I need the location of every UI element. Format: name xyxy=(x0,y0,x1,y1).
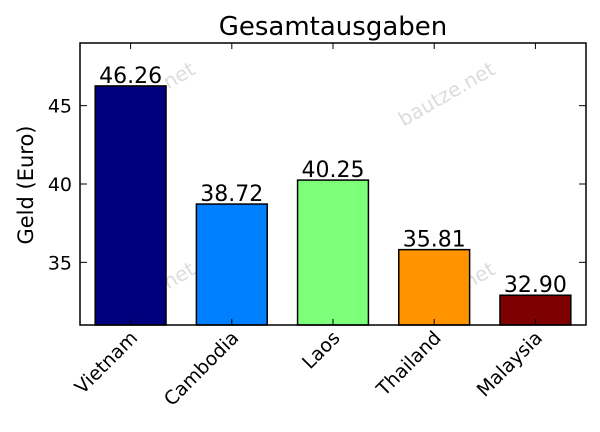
chart-title: Gesamtausgaben xyxy=(219,12,448,42)
x-tick-label-vietnam: Vietnam xyxy=(71,327,143,399)
bar-vietnam xyxy=(94,85,167,326)
y-tick-label-40: 40 xyxy=(48,174,72,196)
data-label-laos: 40.25 xyxy=(302,158,365,183)
y-tick-label-45: 45 xyxy=(48,96,72,118)
x-tick-label-malaysia: Malaysia xyxy=(473,327,547,401)
data-labels-group: 46.26 38.72 40.25 35.81 32.90 xyxy=(99,64,567,298)
x-tick-label-thailand: Thailand xyxy=(372,327,446,401)
y-tick-label-35: 35 xyxy=(48,252,72,274)
plot-frame xyxy=(79,42,587,326)
y-axis-ticks: 35 40 45 xyxy=(48,96,586,274)
bars-group xyxy=(94,85,572,326)
bar-laos xyxy=(296,179,370,326)
data-label-cambodia: 38.72 xyxy=(200,182,263,207)
data-label-vietnam: 46.26 xyxy=(99,64,162,89)
data-label-malaysia: 32.90 xyxy=(504,273,567,298)
x-tick-label-cambodia: Cambodia xyxy=(160,327,244,411)
bar-cambodia xyxy=(195,203,268,326)
bar-thailand xyxy=(398,248,471,326)
watermark-text: bautze.net xyxy=(394,57,499,132)
y-axis-label: Geld (Euro) xyxy=(14,125,38,244)
data-label-thailand: 35.81 xyxy=(403,228,466,253)
x-tick-label-laos: Laos xyxy=(298,327,345,374)
